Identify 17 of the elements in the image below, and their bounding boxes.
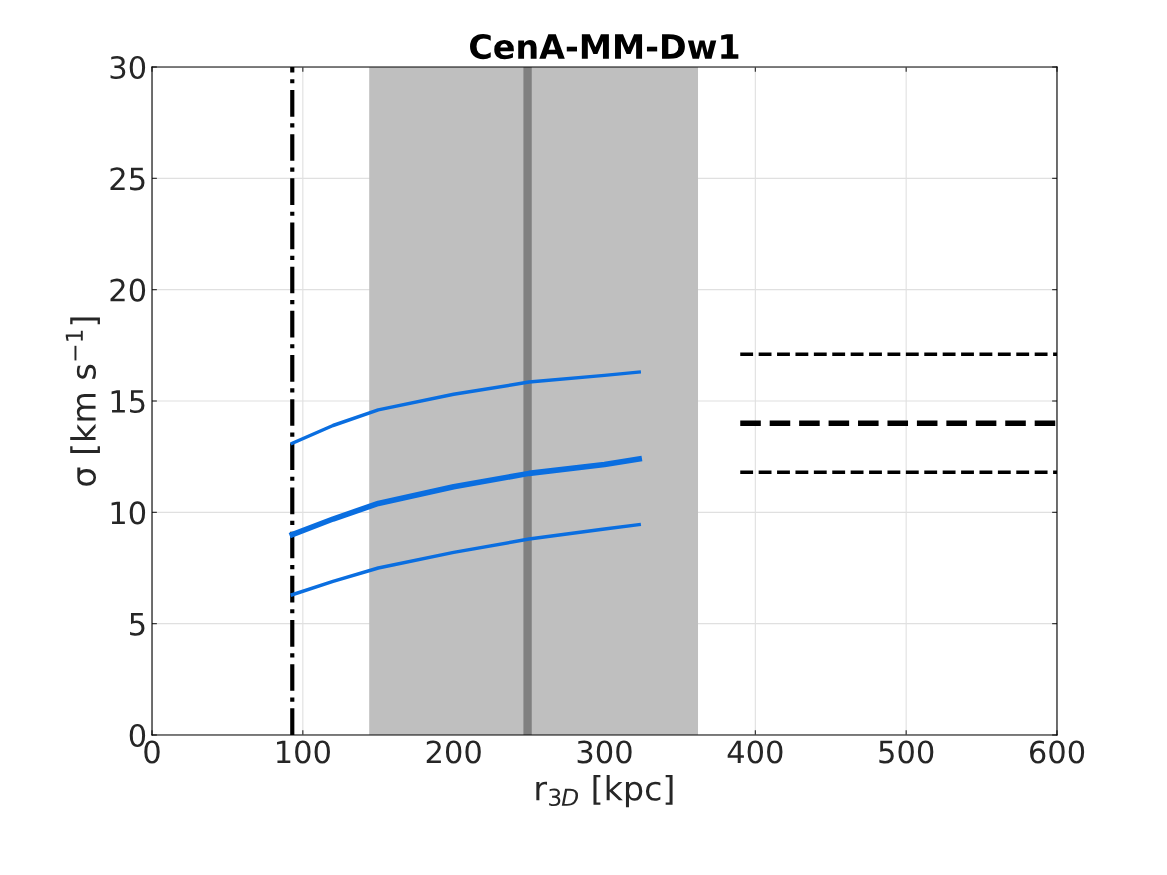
y-tick-label: 5 xyxy=(130,613,145,636)
x-axis-title: r$_{3D}$ [kpc] xyxy=(536,774,673,808)
y-tick-label: 15 xyxy=(111,390,145,414)
y-tick-label: 30 xyxy=(110,55,146,80)
x-tick-label: 300 xyxy=(577,740,632,764)
x-tick-label: 100 xyxy=(277,740,330,764)
x-tick-label: 600 xyxy=(1029,740,1085,764)
chart-title: CenA-MM-Dw1 xyxy=(470,33,739,60)
line-series xyxy=(290,370,641,446)
line-series xyxy=(290,522,641,597)
y-axis-title: σ [km s$^{−1}$] xyxy=(65,317,100,486)
y-tick-label: 20 xyxy=(110,278,146,302)
y-tick-label: 10 xyxy=(111,501,146,525)
x-tick-label: 200 xyxy=(426,740,481,764)
y-tick-label: 25 xyxy=(110,167,145,191)
x-tick-label: 500 xyxy=(879,740,934,764)
x-tick-label: 400 xyxy=(727,740,783,764)
